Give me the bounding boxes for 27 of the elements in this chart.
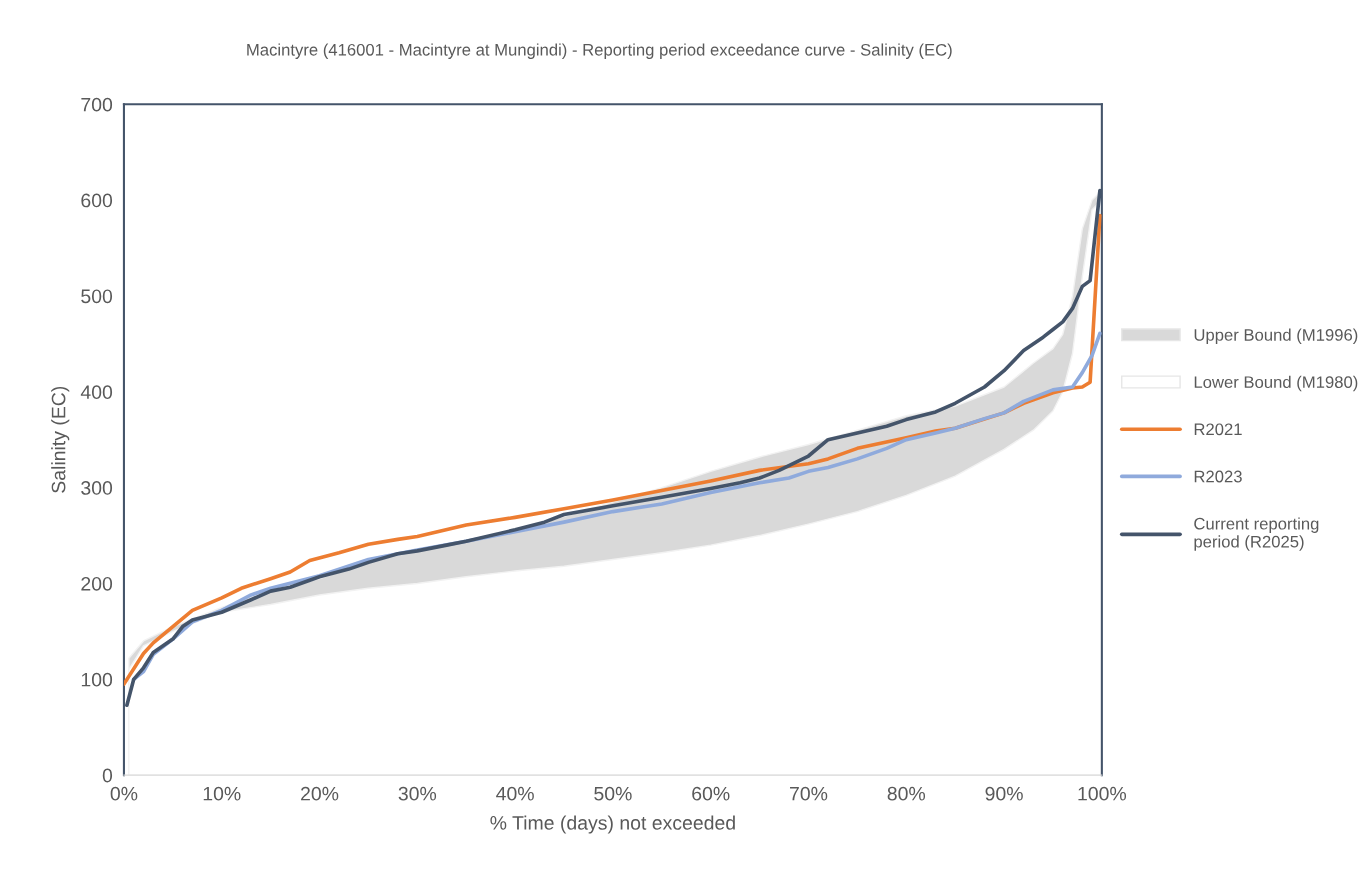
x-tick-label: 70% [790,786,828,801]
x-tick-label: 100% [1078,786,1127,801]
x-tick-label: 0% [110,786,138,801]
y-tick-label: 400 [80,385,113,400]
y-tick-label: 100 [81,672,113,687]
y-tick-label: 0 [102,768,113,783]
y-axis-title: Salinity (EC) [51,386,70,493]
x-axis-title: % Time (days) not exceeded [490,815,735,834]
x-tick-label: 10% [203,786,241,801]
y-tick-label: 200 [81,576,113,591]
legend-label: R2021 [1194,423,1242,436]
x-tick-label: 20% [301,786,339,801]
legend-label: Current reporting period (R2025) [1194,517,1319,551]
y-tick-label: 700 [81,97,113,112]
x-tick-label: 40% [496,786,534,801]
legend-label: Lower Bound (M1980) [1194,375,1358,392]
y-tick-label: 300 [81,481,113,495]
chart-title: Macintyre (416001 - Macintyre at Mungindi) - Reporting period exceedance curve - Salinity (EC) [247,43,952,59]
legend-label: R2023 [1194,470,1242,483]
y-tick-label: 600 [81,193,113,208]
x-tick-label: 90% [985,786,1023,801]
x-tick-label: 30% [398,786,437,801]
legend-label: Upper Bound (M1996) [1194,328,1358,345]
x-tick-label: 80% [887,786,926,801]
x-tick-label: 60% [692,786,730,801]
y-tick-label: 500 [81,289,113,304]
x-tick-label: 50% [594,786,632,801]
